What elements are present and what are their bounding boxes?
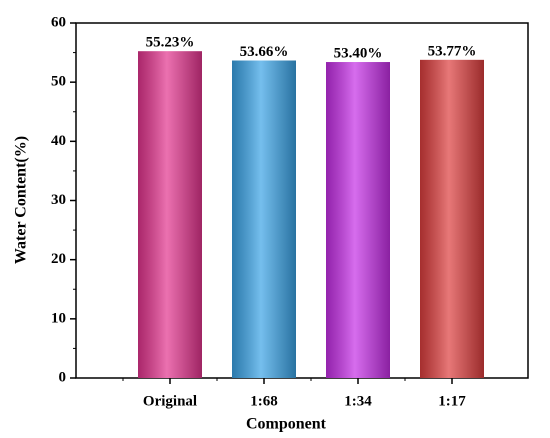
x-tick-label: 1:68 [250, 393, 278, 409]
x-tick-label: 1:17 [438, 393, 466, 409]
x-tick-label: Original [143, 393, 197, 409]
y-tick-label: 0 [59, 369, 67, 385]
bar-shading [420, 59, 484, 378]
y-tick-label: 50 [51, 74, 66, 90]
value-label: 53.40% [334, 45, 383, 61]
value-label: 53.66% [240, 44, 289, 60]
y-tick-label: 60 [51, 14, 66, 30]
bar-shading [232, 60, 296, 379]
bar-shading [326, 62, 390, 379]
y-tick-label: 10 [51, 310, 66, 326]
y-tick-label: 30 [51, 192, 66, 208]
value-label: 55.23% [146, 35, 195, 51]
y-tick-label: 40 [51, 133, 66, 149]
y-axis-label: Water Content(%) [13, 136, 30, 264]
x-tick-label: 1:34 [344, 393, 372, 409]
y-tick-label: 20 [51, 251, 66, 267]
bar-shading [138, 51, 202, 378]
value-label: 53.77% [428, 43, 477, 59]
x-axis-label: Component [246, 416, 327, 433]
